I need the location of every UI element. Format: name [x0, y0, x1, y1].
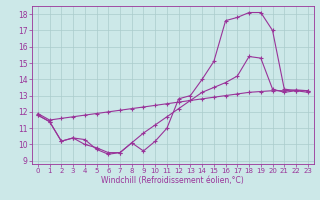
X-axis label: Windchill (Refroidissement éolien,°C): Windchill (Refroidissement éolien,°C) [101, 176, 244, 185]
